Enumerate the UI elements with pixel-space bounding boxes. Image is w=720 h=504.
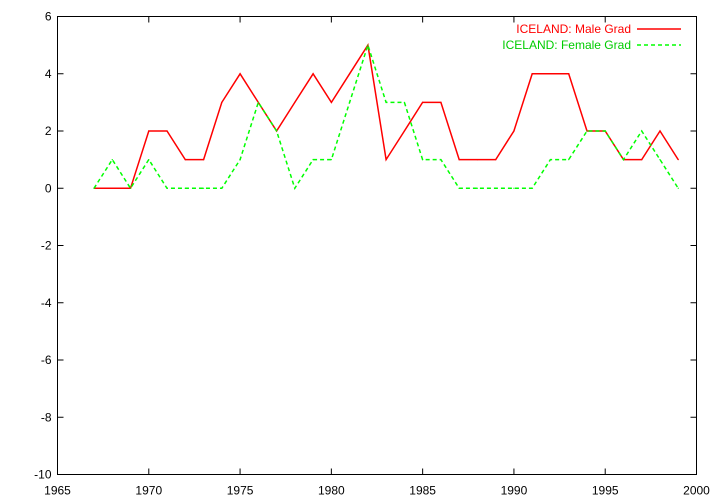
data-point [221,187,223,189]
data-point [184,187,186,189]
data-point [166,130,168,132]
y-tick-label: -2 [41,239,52,253]
x-tick-label: 1970 [135,484,162,498]
x-tick-label: 1995 [592,484,619,498]
data-point [568,159,570,161]
data-point [495,159,497,161]
y-tick-label: 0 [45,181,52,195]
data-point [202,159,205,161]
y-axis: -10 -8 -6 -4 -2 0 2 4 6 [34,10,697,482]
x-tick-label: 1980 [318,484,345,498]
series-points-female-grad [93,44,679,189]
data-point [221,101,223,103]
data-point [349,101,351,103]
data-point [257,101,259,103]
x-tick-label: 1990 [501,484,528,498]
data-point [403,101,405,103]
data-point [622,159,625,161]
data-point [148,159,150,161]
x-axis: 1965 1970 1975 1980 1985 1990 1995 2000 [44,16,710,498]
data-point [458,187,460,189]
data-point [586,130,588,132]
data-point [148,130,150,132]
data-point [275,130,278,132]
data-point [677,187,679,189]
data-point [202,187,205,189]
data-point [659,130,661,132]
y-tick-label: -4 [41,296,52,310]
data-point [458,159,460,161]
data-point [367,44,369,46]
data-point [604,130,606,132]
data-point [111,159,113,161]
legend-label-female: ICELAND: Female Grad [502,38,631,52]
data-point [239,73,241,75]
data-point [294,101,296,103]
legend-label-male: ICELAND: Male Grad [516,22,631,36]
x-tick-label: 2000 [683,484,710,498]
x-tick-label: 1985 [409,484,436,498]
data-point [531,187,533,189]
data-point [641,159,643,161]
data-point [476,159,479,161]
y-tick-label: 4 [45,67,52,81]
data-point [513,130,515,132]
x-tick-label: 1965 [44,484,71,498]
data-point [659,159,661,161]
data-point [349,73,351,75]
data-point [312,73,314,75]
data-point [385,159,387,161]
plot-border [57,16,697,475]
data-point [476,187,479,189]
data-point [385,101,387,103]
data-point [166,187,168,189]
data-point [568,73,570,75]
y-tick-label: -10 [34,468,52,482]
data-point [531,73,533,75]
data-point [513,187,515,189]
data-point [440,101,442,103]
legend: ICELAND: Male Grad ICELAND: Female Grad [502,22,681,52]
y-tick-label: 2 [45,124,52,138]
data-point [641,130,643,132]
data-point [184,159,186,161]
data-point [422,159,424,161]
data-point [403,130,405,132]
data-point [239,159,241,161]
data-point [549,159,552,161]
data-point [330,159,332,161]
x-tick-label: 1975 [227,484,254,498]
data-point [422,101,424,103]
data-point [93,187,95,189]
series-points-male-grad [93,44,679,189]
y-tick-label: -8 [41,410,52,424]
plot-frame [57,16,697,475]
data-point [111,187,113,189]
data-point [294,187,296,189]
data-point [330,101,332,103]
y-tick-label: -6 [41,353,52,367]
series-layer [93,42,679,191]
series-line-male-grad [94,43,679,190]
data-point [129,187,132,189]
data-point [549,73,552,75]
data-point [677,159,679,161]
y-tick-label: 6 [45,10,52,24]
data-point [495,187,497,189]
series-line-female-grad [93,42,679,191]
data-point [312,159,314,161]
data-point [440,159,442,161]
